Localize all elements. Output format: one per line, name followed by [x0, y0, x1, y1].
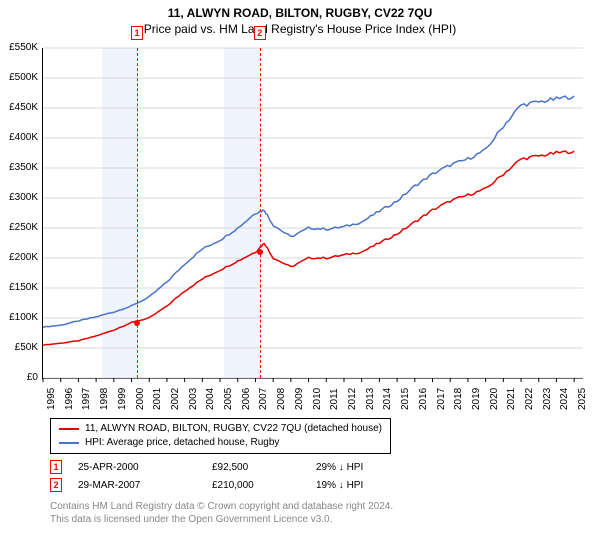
x-tick-label: 2006: [241, 380, 252, 410]
x-tick-label: 2022: [524, 380, 535, 410]
sale-marker: 1: [50, 460, 62, 474]
sale-delta: 29% ↓ HPI: [316, 462, 396, 473]
x-tick-label: 1998: [99, 380, 110, 410]
x-tick-label: 2015: [400, 380, 411, 410]
x-tick-label: 1999: [117, 380, 128, 410]
legend-label: HPI: Average price, detached house, Rugb…: [85, 436, 279, 450]
y-tick-label: £150K: [2, 282, 38, 293]
x-tick-label: 2003: [188, 380, 199, 410]
footer-line1: Contains HM Land Registry data © Crown c…: [50, 500, 393, 513]
legend-swatch: [59, 442, 79, 444]
x-tick-label: 2016: [418, 380, 429, 410]
chart-subtitle: Price paid vs. HM Land Registry's House …: [0, 20, 600, 40]
footer-line2: This data is licensed under the Open Gov…: [50, 513, 393, 526]
y-tick-label: £50K: [2, 342, 38, 353]
sale-marker: 2: [50, 478, 62, 492]
plot-svg: [43, 48, 583, 378]
sale-price: £210,000: [212, 480, 292, 491]
sale-delta: 19% ↓ HPI: [316, 480, 396, 491]
footer-text: Contains HM Land Registry data © Crown c…: [50, 500, 393, 526]
y-tick-label: £100K: [2, 312, 38, 323]
x-tick-label: 2018: [453, 380, 464, 410]
x-tick-label: 2023: [542, 380, 553, 410]
x-tick-label: 1996: [64, 380, 75, 410]
x-tick-label: 2000: [135, 380, 146, 410]
x-tick-label: 2017: [436, 380, 447, 410]
x-tick-label: 2020: [489, 380, 500, 410]
sale-point: [134, 320, 140, 326]
chart-area: 12 £0 £50K £100K £150K £200K £250K £300K £350K £…: [0, 40, 600, 440]
x-tick-label: 2019: [471, 380, 482, 410]
chart-title: 11, ALWYN ROAD, BILTON, RUGBY, CV22 7QU: [0, 0, 600, 20]
y-tick-label: £250K: [2, 222, 38, 233]
event-line: [137, 48, 138, 378]
x-tick-label: 2014: [382, 380, 393, 410]
legend-label: 11, ALWYN ROAD, BILTON, RUGBY, CV22 7QU …: [85, 422, 382, 436]
legend-swatch: [59, 428, 79, 430]
y-tick-label: £0: [2, 372, 38, 383]
x-tick-label: 1995: [46, 380, 57, 410]
sales-row: 2 29-MAR-2007 £210,000 19% ↓ HPI: [50, 476, 420, 494]
x-tick-label: 2004: [205, 380, 216, 410]
event-line: [260, 48, 261, 378]
sales-table: 1 25-APR-2000 £92,500 29% ↓ HPI 2 29-MAR-2007…: [50, 458, 420, 494]
x-tick-label: 2013: [365, 380, 376, 410]
x-tick-label: 2002: [170, 380, 181, 410]
event-marker: 1: [131, 26, 143, 40]
sale-price: £92,500: [212, 462, 292, 473]
legend-box: 11, ALWYN ROAD, BILTON, RUGBY, CV22 7QU …: [50, 418, 391, 454]
x-tick-label: 2024: [559, 380, 570, 410]
plot-region: 12: [42, 48, 583, 379]
sale-point: [257, 249, 263, 255]
x-tick-label: 2025: [577, 380, 588, 410]
x-tick-label: 2005: [223, 380, 234, 410]
x-tick-label: 2008: [276, 380, 287, 410]
y-tick-label: £400K: [2, 132, 38, 143]
y-tick-label: £550K: [2, 42, 38, 53]
x-tick-label: 2021: [506, 380, 517, 410]
x-tick-label: 2012: [347, 380, 358, 410]
x-tick-label: 2007: [258, 380, 269, 410]
x-tick-label: 2010: [312, 380, 323, 410]
x-tick-label: 2001: [152, 380, 163, 410]
x-tick-label: 2011: [329, 380, 340, 410]
y-tick-label: £300K: [2, 192, 38, 203]
y-tick-label: £350K: [2, 162, 38, 173]
y-tick-label: £200K: [2, 252, 38, 263]
y-tick-label: £500K: [2, 72, 38, 83]
series-hpi: [43, 96, 574, 327]
legend-row: 11, ALWYN ROAD, BILTON, RUGBY, CV22 7QU …: [59, 422, 382, 436]
x-tick-label: 2009: [294, 380, 305, 410]
y-tick-label: £450K: [2, 102, 38, 113]
sale-date: 25-APR-2000: [78, 462, 188, 473]
event-marker: 2: [254, 26, 266, 40]
x-tick-label: 1997: [81, 380, 92, 410]
series-property: [43, 151, 574, 345]
sale-date: 29-MAR-2007: [78, 480, 188, 491]
sales-row: 1 25-APR-2000 £92,500 29% ↓ HPI: [50, 458, 420, 476]
legend-row: HPI: Average price, detached house, Rugb…: [59, 436, 382, 450]
